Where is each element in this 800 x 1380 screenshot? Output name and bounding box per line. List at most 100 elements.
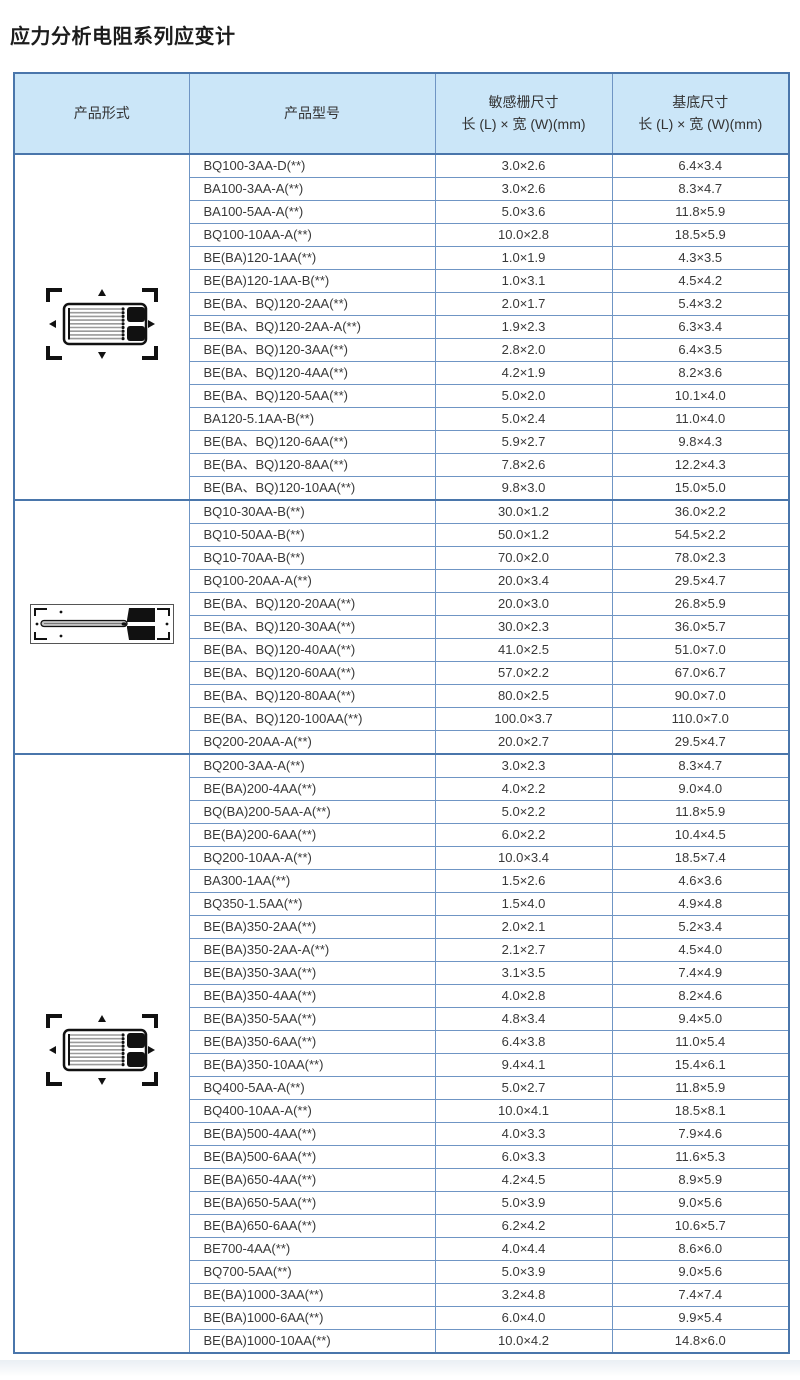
grid-size-cell: 10.0×2.8	[434, 223, 613, 247]
base-size-cell: 9.0×5.6	[611, 1260, 790, 1284]
model-cell: BE(BA)1000-6AA(**)	[188, 1306, 436, 1330]
model-cell: BQ(BA)200-5AA-A(**)	[188, 800, 436, 824]
grid-size-cell: 10.0×3.4	[434, 846, 613, 870]
grid-size-cell: 9.8×3.0	[434, 476, 613, 501]
page-title: 应力分析电阻系列应变计	[10, 26, 236, 48]
base-size-cell: 11.8×5.9	[611, 1076, 790, 1100]
model-cell: BQ10-50AA-B(**)	[188, 523, 436, 547]
base-size-cell: 12.2×4.3	[611, 453, 790, 477]
model-cell: BE(BA、BQ)120-100AA(**)	[188, 707, 436, 731]
model-cell: BE(BA、BQ)120-20AA(**)	[188, 592, 436, 616]
model-cell: BA300-1AA(**)	[188, 869, 436, 893]
grid-size-cell: 6.0×4.0	[434, 1306, 613, 1330]
model-cell: BQ400-5AA-A(**)	[188, 1076, 436, 1100]
base-size-cell: 8.2×4.6	[611, 984, 790, 1008]
base-size-cell: 29.5×4.7	[611, 569, 790, 593]
model-cell: BE(BA)200-6AA(**)	[188, 823, 436, 847]
model-cell: BE(BA)120-1AA-B(**)	[188, 269, 436, 293]
header-base-size: 基底尺寸 长 (L) × 宽 (W)(mm)	[611, 72, 790, 155]
table-row: BE(BA)1000-3AA(**) 3.2×4.8 7.4×7.4	[14, 1283, 790, 1307]
base-size-cell: 4.9×4.8	[611, 892, 790, 916]
model-cell: BE(BA、BQ)120-60AA(**)	[188, 661, 436, 685]
base-size-cell: 9.0×5.6	[611, 1191, 790, 1215]
grid-size-cell: 4.0×4.4	[434, 1237, 613, 1261]
model-cell: BQ350-1.5AA(**)	[188, 892, 436, 916]
base-size-cell: 11.8×5.9	[611, 800, 790, 824]
model-cell: BE(BA)350-2AA-A(**)	[188, 938, 436, 962]
base-size-cell: 10.6×5.7	[611, 1214, 790, 1238]
table-row: BE(BA)350-3AA(**) 3.1×3.5 7.4×4.9	[14, 961, 790, 985]
grid-size-cell: 10.0×4.2	[434, 1329, 613, 1354]
grid-size-cell: 4.2×1.9	[434, 361, 613, 385]
base-size-cell: 18.5×7.4	[611, 846, 790, 870]
table-row: BE(BA、BQ)120-8AA(**) 7.8×2.6 12.2×4.3	[14, 453, 790, 477]
table-row: BA100-3AA-A(**) 3.0×2.6 8.3×4.7	[14, 177, 790, 201]
base-size-cell: 7.9×4.6	[611, 1122, 790, 1146]
table-row: BE(BA)1000-6AA(**) 6.0×4.0 9.9×5.4	[14, 1306, 790, 1330]
base-size-cell: 29.5×4.7	[611, 730, 790, 755]
table-row: BE(BA、BQ)120-2AA(**) 2.0×1.7 5.4×3.2	[14, 292, 790, 316]
grid-size-cell: 5.0×3.9	[434, 1260, 613, 1284]
base-size-cell: 54.5×2.2	[611, 523, 790, 547]
base-size-cell: 7.4×7.4	[611, 1283, 790, 1307]
model-cell: BE(BA)120-1AA(**)	[188, 246, 436, 270]
grid-size-cell: 2.0×1.7	[434, 292, 613, 316]
base-size-cell: 36.0×5.7	[611, 615, 790, 639]
base-size-cell: 6.4×3.5	[611, 338, 790, 362]
table-row: BE(BA、BQ)120-6AA(**) 5.9×2.7 9.8×4.3	[14, 430, 790, 454]
table-row: BQ(BA)200-5AA-A(**) 5.0×2.2 11.8×5.9	[14, 800, 790, 824]
base-size-cell: 10.4×4.5	[611, 823, 790, 847]
table-row: BE(BA)350-6AA(**) 6.4×3.8 11.0×5.4	[14, 1030, 790, 1054]
model-cell: BQ200-10AA-A(**)	[188, 846, 436, 870]
header-product-form: 产品形式	[13, 72, 190, 155]
base-size-cell: 9.4×5.0	[611, 1007, 790, 1031]
model-cell: BQ700-5AA(**)	[188, 1260, 436, 1284]
model-cell: BE(BA、BQ)120-6AA(**)	[188, 430, 436, 454]
model-cell: BQ10-70AA-B(**)	[188, 546, 436, 570]
grid-size-cell: 5.0×2.0	[434, 384, 613, 408]
model-cell: BE(BA、BQ)120-2AA-A(**)	[188, 315, 436, 339]
model-cell: BQ10-30AA-B(**)	[188, 499, 436, 524]
model-cell: BA120-5.1AA-B(**)	[188, 407, 436, 431]
gauge-compact-icon	[36, 1002, 168, 1098]
spec-table-header: 产品形式 产品型号 敏感栅尺寸 长 (L) × 宽 (W)(mm) 基底尺寸 长…	[13, 72, 790, 155]
model-cell: BE(BA、BQ)120-2AA(**)	[188, 292, 436, 316]
base-size-cell: 15.0×5.0	[611, 476, 790, 501]
grid-size-cell: 3.0×2.6	[434, 177, 613, 201]
model-cell: BQ100-10AA-A(**)	[188, 223, 436, 247]
model-cell: BE(BA)1000-10AA(**)	[188, 1329, 436, 1354]
grid-size-cell: 3.0×2.6	[434, 153, 613, 178]
model-cell: BE(BA)350-10AA(**)	[188, 1053, 436, 1077]
model-cell: BE(BA、BQ)120-5AA(**)	[188, 384, 436, 408]
model-cell: BE(BA、BQ)120-8AA(**)	[188, 453, 436, 477]
table-row: BE(BA、BQ)120-3AA(**) 2.8×2.0 6.4×3.5	[14, 338, 790, 362]
table-row: BQ100-20AA-A(**) 20.0×3.4 29.5×4.7	[14, 569, 790, 593]
grid-size-cell: 2.0×2.1	[434, 915, 613, 939]
spec-table: 产品形式 产品型号 敏感栅尺寸 长 (L) × 宽 (W)(mm) 基底尺寸 长…	[13, 72, 790, 1354]
base-size-cell: 26.8×5.9	[611, 592, 790, 616]
model-cell: BE(BA)500-4AA(**)	[188, 1122, 436, 1146]
model-cell: BE(BA、BQ)120-80AA(**)	[188, 684, 436, 708]
grid-size-cell: 5.0×3.9	[434, 1191, 613, 1215]
grid-size-cell: 20.0×2.7	[434, 730, 613, 755]
grid-size-cell: 4.2×4.5	[434, 1168, 613, 1192]
model-cell: BE(BA)650-6AA(**)	[188, 1214, 436, 1238]
product-form-cell	[13, 753, 190, 1354]
grid-size-cell: 4.8×3.4	[434, 1007, 613, 1031]
base-size-cell: 36.0×2.2	[611, 499, 790, 524]
base-size-cell: 11.0×5.4	[611, 1030, 790, 1054]
grid-size-cell: 70.0×2.0	[434, 546, 613, 570]
grid-size-cell: 100.0×3.7	[434, 707, 613, 731]
base-size-cell: 78.0×2.3	[611, 546, 790, 570]
grid-size-cell: 80.0×2.5	[434, 684, 613, 708]
base-size-cell: 9.0×4.0	[611, 777, 790, 801]
model-cell: BE(BA)350-3AA(**)	[188, 961, 436, 985]
grid-size-cell: 2.8×2.0	[434, 338, 613, 362]
model-cell: BE(BA)650-5AA(**)	[188, 1191, 436, 1215]
table-row: BE(BA、BQ)120-40AA(**) 41.0×2.5 51.0×7.0	[14, 638, 790, 662]
base-size-cell: 9.9×5.4	[611, 1306, 790, 1330]
grid-size-cell: 1.5×4.0	[434, 892, 613, 916]
grid-size-cell: 7.8×2.6	[434, 453, 613, 477]
base-size-cell: 15.4×6.1	[611, 1053, 790, 1077]
table-row: BE700-4AA(**) 4.0×4.4 8.6×6.0	[14, 1237, 790, 1261]
